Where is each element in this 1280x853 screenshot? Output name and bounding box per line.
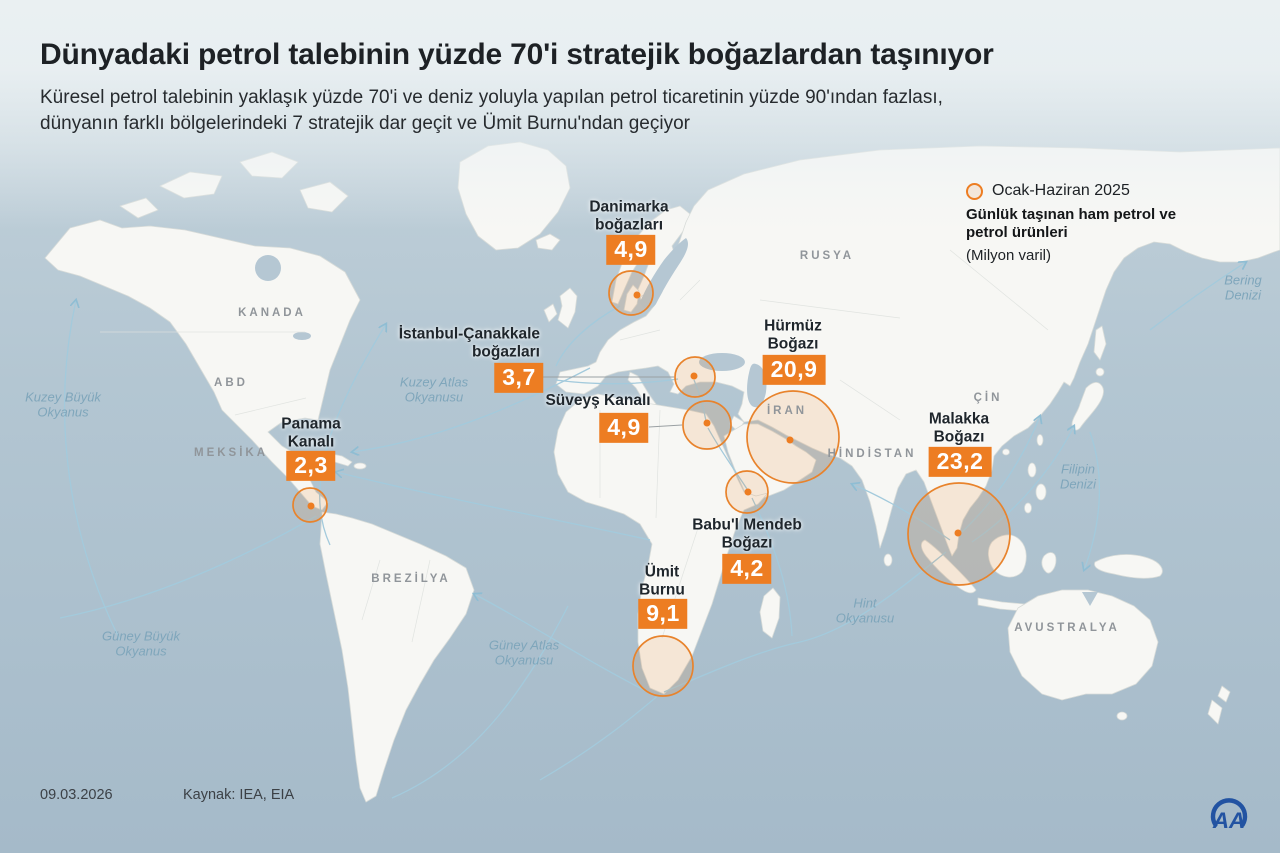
black-sea xyxy=(699,353,745,371)
legend-circle-icon xyxy=(966,182,983,200)
country-label-cin: ÇİN xyxy=(973,392,1003,404)
baltic-sea xyxy=(640,238,689,310)
leader-line-suveys xyxy=(648,424,683,428)
chokepoint-label-istanbul: İstanbul-Çanakkale boğazları xyxy=(398,325,540,360)
country-label-hindistan: HİNDİSTAN xyxy=(827,448,917,460)
country-label-brezilya: BREZİLYA xyxy=(371,573,451,585)
header: Dünyadaki petrol talebinin yüzde 70'i st… xyxy=(40,38,1220,138)
chokepoint-label-danimarka: Danimarka boğazları xyxy=(589,198,669,233)
uk xyxy=(557,287,578,329)
chokepoint-value-badge-suveys: 4,9 xyxy=(599,412,649,444)
australia xyxy=(1007,589,1159,701)
chokepoint-label-umit: Ümit Burnu xyxy=(639,563,685,598)
ocean-label-kuzeyAtlas: Kuzey Atlas Okyanusu xyxy=(399,374,469,405)
chokepoint-value-badge-malakka: 23,2 xyxy=(928,446,992,478)
legend-metric: Günlük taşınan ham petrol ve petrol ürün… xyxy=(966,206,1177,242)
chokepoint-dot-panama xyxy=(307,502,315,510)
inland-seas xyxy=(255,238,1098,606)
japan xyxy=(1071,382,1104,431)
country-label-avustralya: AVUSTRALYA xyxy=(1014,622,1120,634)
chokepoint-label-panama: Panama Kanalı xyxy=(281,415,341,450)
country-label-meksika: MEKSİKA xyxy=(193,447,269,459)
chokepoint-circles xyxy=(292,270,1011,697)
legend-period: Ocak-Haziran 2025 xyxy=(992,182,1130,199)
ocean-label-guneyAtlas: Güney Atlas Okyanusu xyxy=(488,637,560,668)
great-lakes xyxy=(293,332,311,340)
leader-lines xyxy=(543,376,683,428)
ocean-label-bering: Bering Denizi xyxy=(1224,272,1262,303)
madagascar xyxy=(759,587,781,639)
subtitle-line1: Küresel petrol talebinin yaklaşık yüzde … xyxy=(40,86,943,108)
country-label-kanada: KANADA xyxy=(238,307,306,319)
chokepoint-label-suveys: Süveyş Kanalı xyxy=(545,392,651,410)
chokepoint-value-badge-istanbul: 3,7 xyxy=(494,362,544,394)
country-label-rusya: RUSYA xyxy=(799,250,855,262)
ocean-label-kuzeyBuyuk: Kuzey Büyük Okyanus xyxy=(25,389,101,420)
legend-unit: (Milyon varil) xyxy=(966,246,1052,264)
subtitle: Küresel petrol talebinin yaklaşık yüzde … xyxy=(40,85,1220,139)
ocean-label-hint: Hint Okyanusu xyxy=(835,595,895,626)
chokepoint-label-hurmuz: Hürmüz Boğazı xyxy=(764,317,822,352)
caspian-sea xyxy=(747,363,767,408)
borders xyxy=(100,249,1049,643)
denmark xyxy=(623,284,640,313)
chokepoint-value-badge-umit: 9,1 xyxy=(638,598,688,630)
chokepoint-dot-istanbul xyxy=(690,372,698,380)
footer-source: Kaynak: IEA, EIA xyxy=(183,787,295,803)
aa-agency-logo: AA xyxy=(1210,798,1248,833)
ocean-label-filipin: Filipin Denizi xyxy=(1059,461,1097,492)
chokepoint-dot-danimarka xyxy=(633,291,641,299)
carpentaria xyxy=(1082,592,1098,606)
hudson-bay xyxy=(255,255,281,281)
chokepoint-value-badge-danimarka: 4,9 xyxy=(606,234,656,266)
ocean-label-guneyBuyuk: Güney Büyük Okyanus xyxy=(101,628,181,659)
new-guinea xyxy=(1094,554,1163,579)
page-title: Dünyadaki petrol talebinin yüzde 70'i st… xyxy=(40,38,994,71)
chokepoint-dot-hurmuz xyxy=(786,436,794,444)
chokepoint-value-badge-hurmuz: 20,9 xyxy=(762,354,826,386)
aa-logo-text: AA xyxy=(1212,808,1245,833)
south-america xyxy=(319,511,475,803)
chokepoint-label-babul: Babu'l Mendeb Boğazı xyxy=(692,516,802,551)
chokepoint-circle-umit xyxy=(632,635,694,697)
chokepoint-label-malakka: Malakka Boğazı xyxy=(928,410,990,445)
country-label-abd: ABD xyxy=(214,377,248,389)
chokepoint-value-badge-babul: 4,2 xyxy=(722,553,772,585)
chokepoint-circle-hurmuz xyxy=(746,390,840,484)
footer-date: 09.03.2026 xyxy=(40,787,113,803)
chokepoint-value-badge-panama: 2,3 xyxy=(286,450,336,482)
chokepoint-dot-babul xyxy=(744,488,752,496)
shipping-routes xyxy=(59,262,1246,799)
country-label-iran: İRAN xyxy=(766,405,808,417)
legend: Ocak-Haziran 2025 Günlük taşınan ham pet… xyxy=(966,182,1226,264)
sumatra xyxy=(920,539,977,594)
chokepoint-dot-malakka xyxy=(954,529,962,537)
subtitle-line2: dünyanın farklı bölgelerindeki 7 stratej… xyxy=(40,113,690,135)
chokepoint-circle-danimarka xyxy=(608,270,654,316)
chokepoint-dot-suveys xyxy=(703,419,711,427)
